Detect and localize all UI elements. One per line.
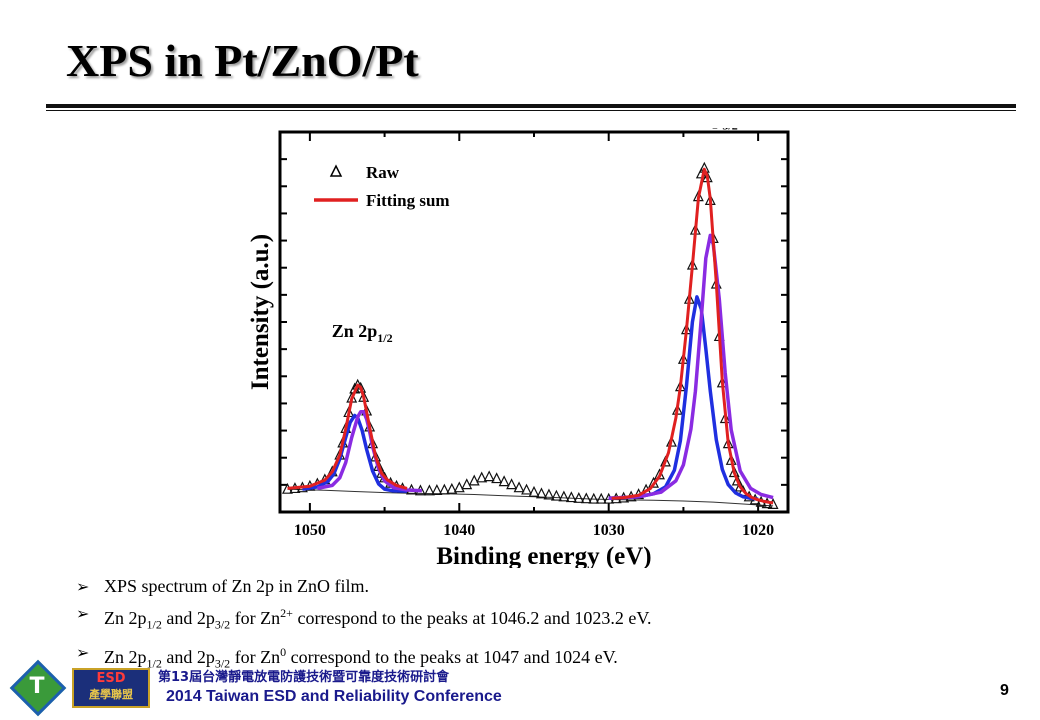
raw-data-point	[595, 492, 607, 504]
x-tick-label: 1040	[443, 522, 475, 539]
raw-data-point	[498, 475, 510, 487]
raw-data-point	[660, 455, 671, 467]
logo-text: ESD	[96, 671, 126, 686]
x-tick-label: 1030	[593, 522, 625, 539]
y-axis-label: Intensity (a.u.)	[247, 234, 274, 390]
raw-data-point	[513, 481, 525, 493]
bullet-text-segment: 2+	[280, 606, 293, 620]
raw-data-point	[565, 491, 577, 503]
logo-letter: T	[29, 674, 45, 699]
x-axis-label: Binding energy (eV)	[436, 543, 651, 568]
raw-data-point	[453, 481, 465, 493]
raw-data-point	[491, 472, 503, 484]
raw-data-point	[476, 471, 488, 483]
arrow-bullet-icon: ➢	[76, 642, 90, 662]
raw-data-point	[543, 488, 555, 500]
bullet-text-segment: for Zn	[230, 646, 281, 667]
raw-data-point	[431, 483, 443, 495]
raw-data-point	[446, 482, 458, 494]
raw-data-point	[550, 489, 562, 501]
raw-data-point	[731, 474, 743, 486]
series-line-zn2-component	[317, 409, 422, 493]
series-line-zn2-component	[608, 233, 774, 501]
raw-data-point	[588, 492, 600, 504]
peak-annotation-text: Zn 2p	[332, 321, 378, 341]
bullet-text-segment: and 2p	[161, 608, 215, 628]
conference-name-chinese: 第13屆台灣靜電放電防護技術暨可靠度技術研討會	[158, 670, 450, 685]
bullet-text-segment: correspond to the peaks at 1046.2 and 10…	[292, 608, 652, 628]
raw-data-point	[573, 491, 585, 503]
bullet-text-segment: and 2p	[161, 646, 215, 667]
raw-data-point	[423, 484, 435, 496]
raw-data-point	[521, 483, 532, 495]
legend-label-fitting-sum: Fitting sum	[366, 191, 450, 210]
raw-data-point	[468, 474, 480, 486]
bullet-text-segment: 3/2	[214, 656, 231, 671]
slide-title: XPS in Pt/ZnO/Pt	[66, 35, 419, 86]
bullet-text-segment: 0	[280, 644, 287, 659]
raw-data-point	[483, 470, 495, 482]
raw-data-point	[506, 478, 518, 490]
legend-raw-marker	[329, 164, 343, 177]
raw-data-point	[438, 483, 450, 495]
raw-data-point	[580, 492, 592, 504]
bullet-list: ➢ XPS spectrum of Zn 2p in ZnO film. ➢ Zn 2…	[76, 573, 652, 677]
bullet-text-segment: Zn 2p	[104, 608, 147, 628]
raw-data-point	[734, 480, 746, 492]
peak-annotation: Zn 2p3/2	[677, 128, 738, 132]
peak-annotation: Zn 2p1/2	[332, 321, 393, 345]
xps-chart: 1050 1040 1030 1020 Binding energy (eV) Inten…	[247, 128, 790, 568]
legend-label-raw: Raw	[366, 163, 400, 182]
esd-alliance-logo: ESD 產學聯盟	[72, 668, 150, 708]
title-underline-thick	[46, 104, 1016, 108]
x-tick-label: 1020	[742, 522, 774, 539]
bullet-text-segment: XPS spectrum of Zn 2p in ZnO film.	[104, 576, 369, 596]
footer: T ESD 產學聯盟 第13屆台灣靜電放電防護技術暨可靠度技術研討會 2014 …	[0, 659, 1040, 720]
x-tick-label: 1050	[294, 522, 326, 539]
bullet-text-segment: for Zn	[230, 608, 281, 628]
bullet-text-segment: 1/2	[146, 617, 162, 632]
peak-annotation-subscript: 1/2	[377, 331, 392, 345]
bullet-text-segment: 1/2	[146, 656, 162, 671]
bullet-text-segment: correspond to the peaks at 1047 and 1024…	[286, 646, 618, 667]
arrow-bullet-icon: ➢	[76, 604, 90, 623]
title-underline-thin	[46, 110, 1016, 111]
raw-data-point	[528, 485, 540, 497]
conference-name-english: 2014 Taiwan ESD and Reliability Conferen…	[166, 688, 502, 705]
arrow-bullet-icon: ➢	[76, 577, 90, 596]
peak-annotation-subscript: 3/2	[722, 128, 737, 132]
page-number: 9	[1000, 682, 1009, 699]
raw-data-point	[461, 478, 473, 490]
raw-data-point	[728, 466, 740, 478]
bullet-item: ➢ Zn 2p1/2 and 2p3/2 for Zn2+ correspond …	[76, 600, 652, 639]
raw-data-point	[558, 490, 570, 502]
series-line-fitting-sum	[611, 167, 774, 505]
series-line-fitting-sum	[287, 383, 408, 490]
raw-data-point	[665, 435, 677, 447]
bullet-text-segment: 3/2	[214, 617, 231, 632]
raw-data-point	[536, 487, 547, 499]
bullet-text-segment: Zn 2p	[104, 646, 147, 667]
bullet-item: ➢ XPS spectrum of Zn 2p in ZnO film.	[76, 573, 652, 600]
bullet-item: ➢ Zn 2p1/2 and 2p3/2 for Zn0 correspond t…	[76, 639, 652, 678]
logo-subtext: 產學聯盟	[89, 688, 133, 701]
